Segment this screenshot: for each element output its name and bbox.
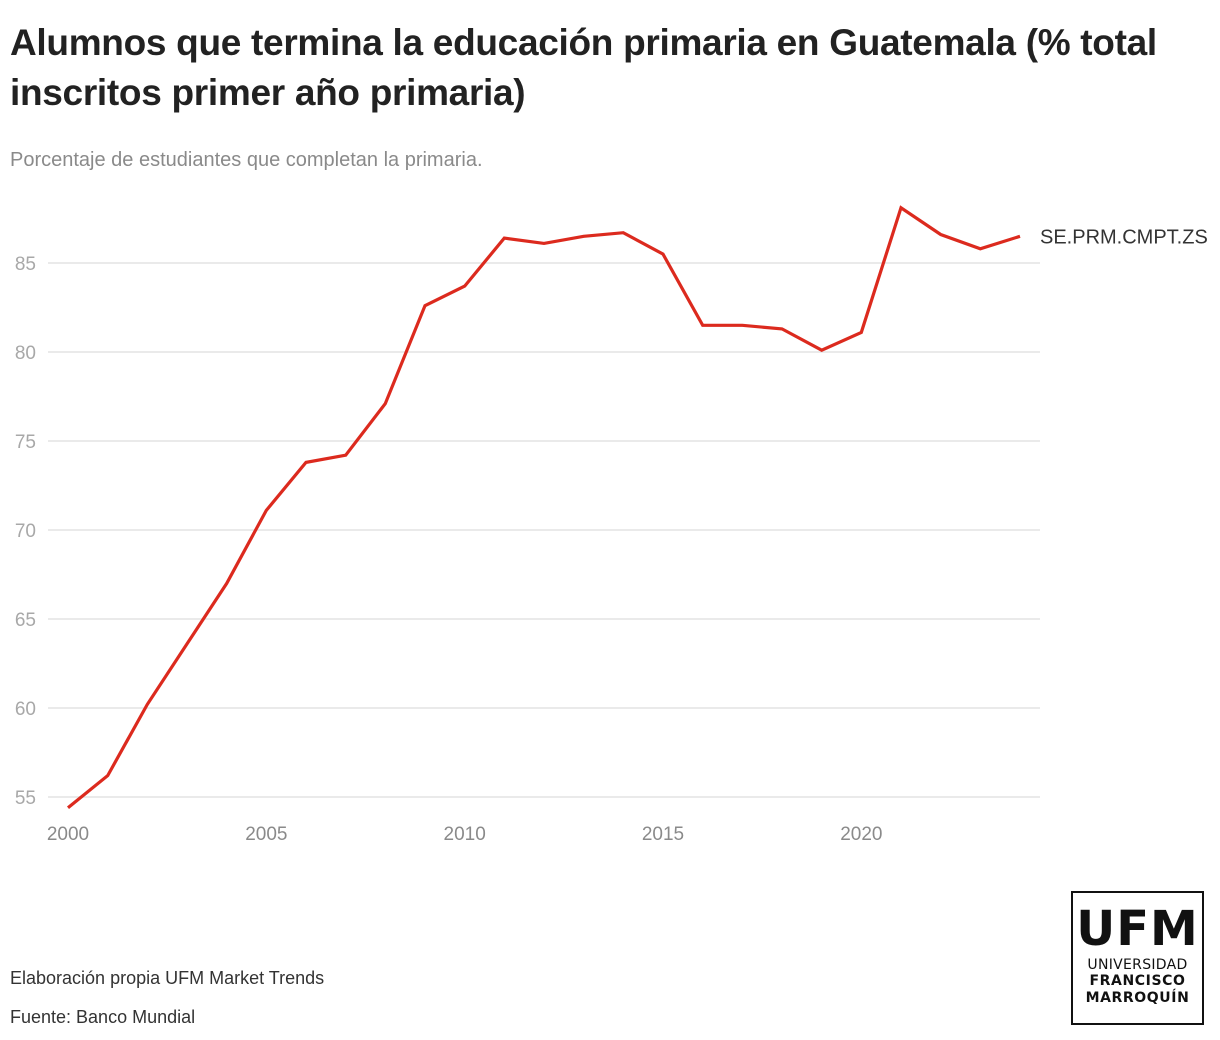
y-tick-label: 70: [15, 521, 36, 542]
y-tick-label: 65: [15, 610, 36, 631]
footer-source: Fuente: Banco Mundial: [10, 1007, 196, 1027]
logo-line-francisco: FRANCISCO: [1089, 973, 1186, 989]
y-tick-label: 60: [15, 699, 36, 720]
logo-line-marroquin: MARROQUÍN: [1085, 990, 1190, 1006]
logo-line-universidad: UNIVERSIDAD: [1087, 957, 1188, 973]
series-line-0: [66, 205, 1021, 809]
series-layer: [66, 205, 1021, 809]
y-axis-ticks: 55 60 65 70 75 80 85: [15, 254, 36, 809]
chart-title: Alumnos que termina la educación primari…: [10, 22, 1157, 113]
x-axis-ticks: 2000 2005 2010 2015 2020: [47, 824, 883, 845]
x-tick-label: 2000: [47, 824, 89, 845]
gridlines: [48, 262, 1040, 798]
x-tick-label: 2015: [642, 824, 684, 845]
y-tick-label: 75: [15, 432, 36, 453]
footer-credit: Elaboración propia UFM Market Trends: [10, 968, 325, 988]
x-tick-label: 2010: [444, 824, 486, 845]
series-label: SE.PRM.CMPT.ZS: [1040, 226, 1208, 248]
chart-subtitle: Porcentaje de estudiantes que completan …: [10, 149, 483, 171]
y-tick-label: 85: [15, 254, 36, 275]
ufm-logo: UFM UNIVERSIDAD FRANCISCO MARROQUÍN: [1071, 891, 1204, 1025]
y-tick-label: 80: [15, 343, 36, 364]
x-tick-label: 2020: [840, 824, 882, 845]
series-labels: SE.PRM.CMPT.ZS: [1040, 226, 1208, 248]
y-tick-label: 55: [15, 788, 36, 809]
x-tick-label: 2005: [245, 824, 287, 845]
logo-wordmark: UFM: [1076, 901, 1199, 957]
line-chart: 55 60 65 70 75 80 85 2000 2005 2010 2015 2020 SE.P…: [15, 205, 1208, 845]
